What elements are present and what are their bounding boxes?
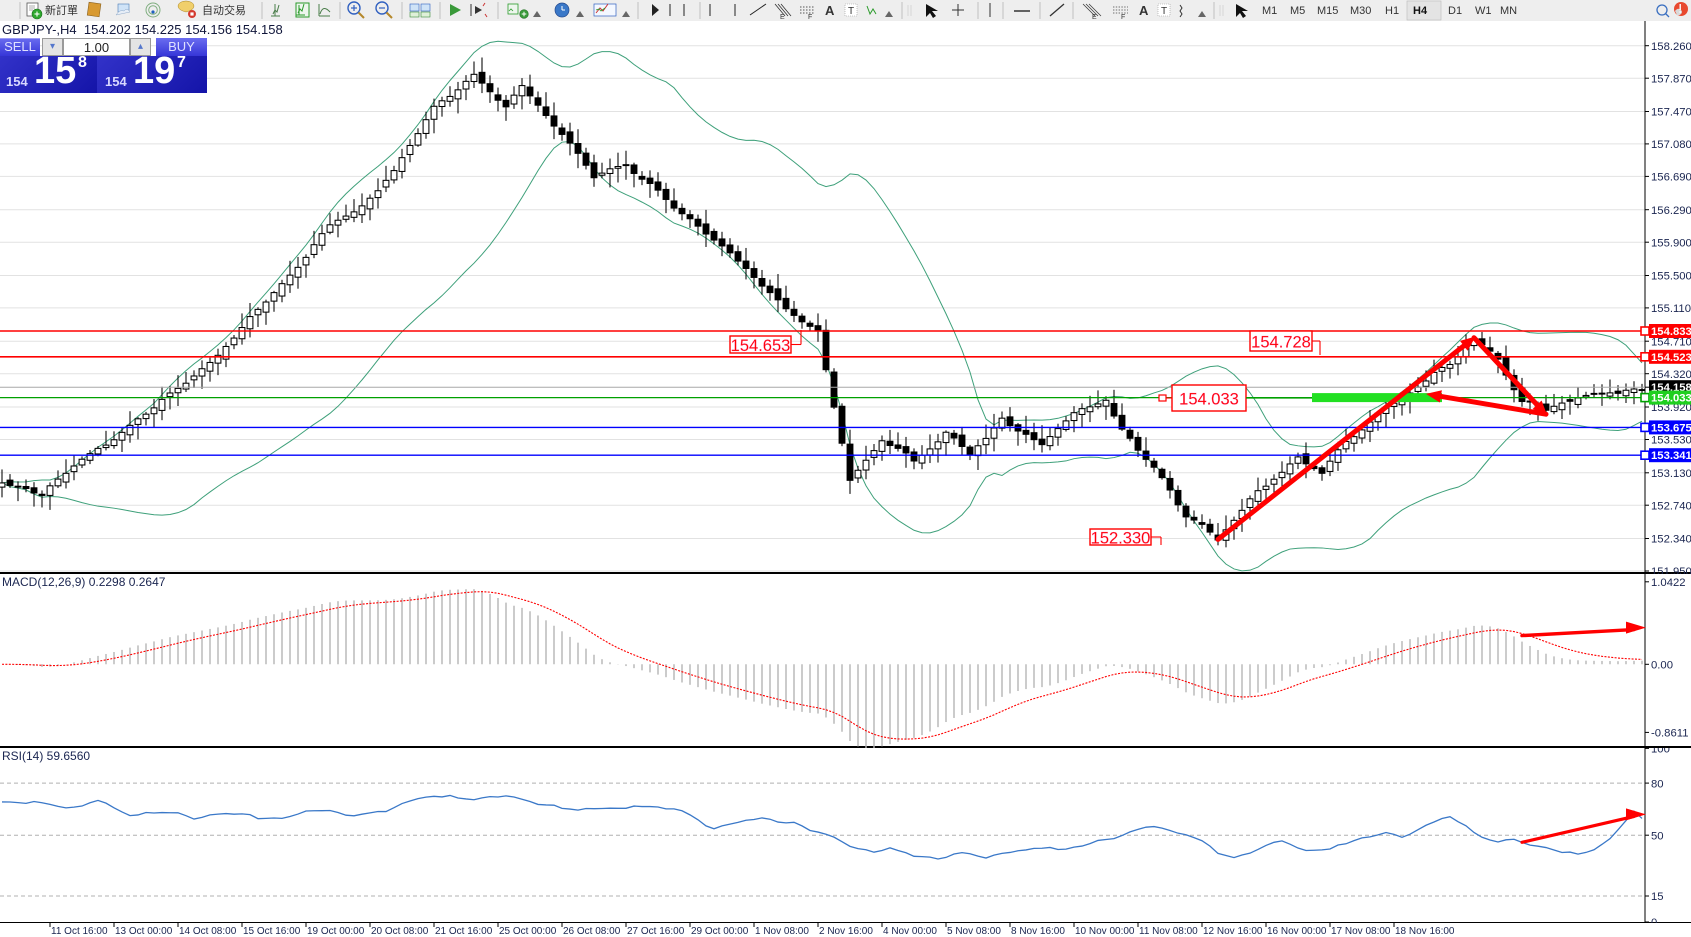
svg-text:H4: H4 [1413, 5, 1428, 17]
svg-text:M5: M5 [1290, 5, 1305, 17]
svg-text:157.080: 157.080 [1651, 139, 1691, 151]
svg-text:154.033: 154.033 [1651, 393, 1691, 405]
svg-text:11 Oct 16:00: 11 Oct 16:00 [51, 926, 108, 937]
svg-text:E: E [1092, 14, 1097, 21]
svg-text:M1: M1 [1262, 5, 1277, 17]
svg-text:80: 80 [1651, 778, 1664, 790]
svg-text:100: 100 [1651, 748, 1670, 756]
svg-text:F: F [808, 14, 812, 21]
svg-text:12 Nov 16:00: 12 Nov 16:00 [1203, 926, 1263, 937]
svg-text:自动交易: 自动交易 [202, 3, 246, 17]
svg-text:156.290: 156.290 [1651, 205, 1691, 217]
svg-text:15 Oct 16:00: 15 Oct 16:00 [243, 926, 301, 937]
svg-text:29 Oct 00:00: 29 Oct 00:00 [691, 926, 749, 937]
svg-text:154.320: 154.320 [1651, 369, 1691, 381]
svg-text:157.470: 157.470 [1651, 107, 1691, 119]
svg-text:MACD(12,26,9) 0.2298 0.2647: MACD(12,26,9) 0.2298 0.2647 [2, 575, 166, 589]
svg-text:0.00: 0.00 [1651, 660, 1673, 672]
svg-text:26 Oct 08:00: 26 Oct 08:00 [563, 926, 621, 937]
svg-text:新訂單: 新訂單 [45, 3, 78, 17]
svg-text:T: T [1161, 6, 1167, 17]
svg-text:11 Nov 08:00: 11 Nov 08:00 [1139, 926, 1198, 937]
svg-text:19 Oct 00:00: 19 Oct 00:00 [307, 926, 365, 937]
svg-text:18 Nov 16:00: 18 Nov 16:00 [1395, 926, 1455, 937]
svg-text:1.0422: 1.0422 [1651, 577, 1686, 589]
svg-text:H1: H1 [1385, 5, 1399, 17]
svg-text:4 Nov 00:00: 4 Nov 00:00 [883, 926, 937, 937]
svg-text:25 Oct 00:00: 25 Oct 00:00 [499, 926, 557, 937]
svg-text:154.833: 154.833 [1651, 326, 1691, 338]
svg-text:157.870: 157.870 [1651, 73, 1691, 85]
svg-text:153.130: 153.130 [1651, 468, 1691, 480]
svg-text:2 Nov 16:00: 2 Nov 16:00 [819, 926, 873, 937]
svg-text:W1: W1 [1475, 5, 1492, 17]
svg-text:8 Nov 16:00: 8 Nov 16:00 [1011, 926, 1065, 937]
svg-text:E: E [780, 14, 785, 21]
svg-text:20 Oct 08:00: 20 Oct 08:00 [371, 926, 429, 937]
svg-text:A: A [825, 3, 835, 18]
svg-text:154.653: 154.653 [731, 337, 791, 355]
svg-text:MN: MN [1500, 5, 1517, 17]
svg-text:-0.8611: -0.8611 [1651, 728, 1688, 740]
svg-text:16 Nov 00:00: 16 Nov 00:00 [1267, 926, 1327, 937]
svg-text:F: F [1121, 14, 1125, 21]
svg-text:153.530: 153.530 [1651, 435, 1691, 447]
svg-text:10 Nov 00:00: 10 Nov 00:00 [1075, 926, 1135, 937]
svg-text:27 Oct 16:00: 27 Oct 16:00 [627, 926, 685, 937]
svg-text:155.500: 155.500 [1651, 271, 1691, 283]
svg-text:50: 50 [1651, 830, 1664, 842]
svg-text:156.690: 156.690 [1651, 172, 1691, 184]
svg-text:152.340: 152.340 [1651, 534, 1691, 546]
svg-text:M15: M15 [1317, 5, 1338, 17]
svg-text:155.900: 155.900 [1651, 237, 1691, 249]
svg-text:15: 15 [1651, 891, 1664, 903]
svg-text:A: A [1139, 3, 1149, 18]
svg-text:154.710: 154.710 [1651, 336, 1691, 348]
svg-text:21 Oct 16:00: 21 Oct 16:00 [435, 926, 493, 937]
svg-text:158.260: 158.260 [1651, 41, 1691, 53]
svg-text:153.341: 153.341 [1651, 450, 1691, 462]
svg-text:5 Nov 08:00: 5 Nov 08:00 [947, 926, 1001, 937]
svg-text:17 Nov 08:00: 17 Nov 08:00 [1331, 926, 1391, 937]
svg-text:154.523: 154.523 [1651, 352, 1691, 364]
svg-text:154.728: 154.728 [1251, 333, 1311, 351]
svg-text:T: T [848, 6, 854, 17]
svg-text:152.740: 152.740 [1651, 500, 1691, 512]
svg-text:RSI(14) 59.6560: RSI(14) 59.6560 [2, 749, 90, 763]
svg-text:M30: M30 [1350, 5, 1371, 17]
svg-text:13 Oct 00:00: 13 Oct 00:00 [115, 926, 173, 937]
svg-text:14 Oct 08:00: 14 Oct 08:00 [179, 926, 237, 937]
svg-text:151.950: 151.950 [1651, 566, 1691, 574]
svg-text:152.330: 152.330 [1091, 529, 1151, 547]
svg-text:154.033: 154.033 [1179, 390, 1239, 408]
svg-text:155.110: 155.110 [1651, 303, 1691, 315]
svg-text:153.675: 153.675 [1651, 422, 1691, 434]
svg-text:D1: D1 [1448, 5, 1462, 17]
svg-text:1 Nov 08:00: 1 Nov 08:00 [755, 926, 809, 937]
